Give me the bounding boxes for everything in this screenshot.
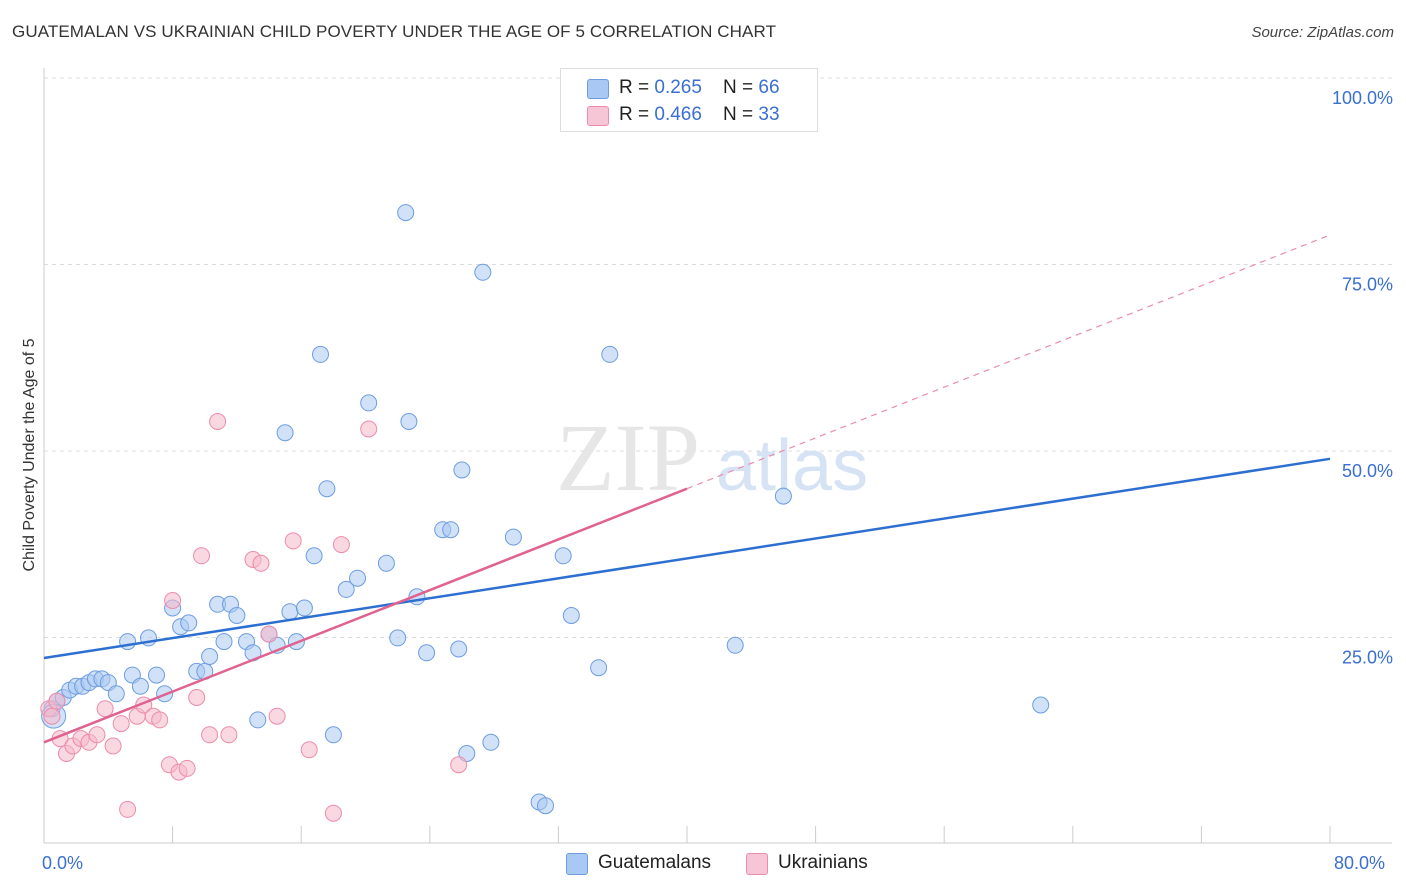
guatemalans-point (228, 607, 246, 624)
ukrainians-trend-line (43, 487, 688, 744)
guatemalans-point (249, 711, 267, 729)
guatemalans-point (349, 569, 366, 587)
y-tick-labels: 25.0% 50.0% 75.0% 100.0% (1332, 88, 1393, 668)
guatemalans-point (318, 480, 336, 498)
ukrainians-point (43, 707, 61, 725)
legend-n-value: 33 (758, 104, 780, 125)
ukrainians-point (112, 715, 130, 733)
ukrainians-trend-extension (686, 234, 1331, 490)
series-legend: Guatemalans Ukrainians (0, 852, 1406, 878)
ukrainians-point (188, 689, 206, 706)
guatemalans-point (201, 648, 219, 665)
ukrainians-point (178, 759, 196, 777)
ukrainians-point (252, 554, 270, 572)
guatemalans-point (324, 726, 342, 744)
guatemalans-point (281, 603, 299, 621)
guatemalans-point (148, 666, 165, 684)
legend-n-label: N = (723, 77, 759, 98)
guatemalans-trend-line (43, 457, 1331, 660)
guatemalans-point (450, 640, 468, 658)
source-label: Source: ZipAtlas.com (1251, 24, 1394, 41)
ukrainians-point (332, 536, 350, 554)
ukrainians-point (151, 711, 169, 729)
watermark-atlas: atlas (716, 426, 868, 506)
guatemalans-point (180, 614, 198, 632)
legend-swatch-blue (566, 853, 588, 875)
guatemalans-point (215, 633, 233, 651)
y-tick-label: 100.0% (1332, 88, 1393, 108)
legend-label-guatemalans: Guatemalans (598, 852, 712, 873)
legend-r-value: 0.265 (654, 77, 702, 98)
trend-lines (43, 234, 1331, 744)
correlation-legend: R = 0.265 N = 66 R = 0.466 N = 33 (560, 68, 818, 132)
guatemalans-point (482, 733, 500, 751)
guatemalans-point (295, 599, 313, 617)
ukrainians-point (209, 413, 227, 430)
guatemalans-point (119, 633, 137, 651)
legend-n-label: N = (723, 104, 759, 125)
guatemalans-point (400, 413, 418, 430)
legend-label-ukrainians: Ukrainians (778, 852, 868, 873)
ukrainians-point (268, 707, 286, 725)
guatemalans-point (305, 547, 323, 565)
legend-r-label: R = (619, 77, 655, 98)
guatemalans-points (41, 204, 1050, 815)
legend-r-value: 0.466 (654, 104, 702, 125)
guatemalans-point (774, 487, 792, 505)
guatemalans-point (276, 424, 294, 442)
guatemalans-point (504, 528, 522, 546)
guatemalans-point (442, 521, 460, 539)
guatemalans-point (418, 644, 436, 662)
x-tick-max: 80.0% (1334, 853, 1386, 873)
y-tick-label: 25.0% (1342, 648, 1393, 668)
watermark-zip: ZIP (556, 404, 700, 511)
guatemalans-point (601, 345, 619, 363)
guatemalans-point (377, 554, 395, 572)
ukrainians-point (220, 726, 238, 744)
chart-title: GUATEMALAN VS UKRAINIAN CHILD POVERTY UN… (12, 22, 777, 41)
legend-r-label: R = (619, 104, 655, 125)
guatemalans-point (474, 263, 492, 281)
ukrainians-point (201, 726, 219, 744)
y-tick-label: 50.0% (1342, 461, 1393, 481)
guatemalans-point (453, 461, 471, 479)
watermark: ZIP atlas (556, 404, 868, 511)
ukrainians-point (193, 547, 210, 565)
ukrainians-point (104, 737, 122, 755)
legend-swatch-blue (587, 79, 609, 99)
ukrainians-point (260, 625, 278, 643)
legend-swatch-pink (587, 106, 609, 126)
ukrainians-point (284, 532, 302, 550)
guatemalans-point (537, 797, 554, 815)
guatemalans-point (312, 345, 329, 363)
y-tick-label: 75.0% (1342, 275, 1393, 295)
ukrainians-point (88, 726, 106, 744)
guatemalans-point (397, 204, 415, 222)
guatemalans-point (562, 607, 580, 624)
ukrainians-point (119, 800, 137, 818)
guatemalans-point (337, 580, 355, 598)
ukrainians-point (360, 420, 378, 438)
ukrainians-point (164, 592, 182, 609)
ukrainians-point (324, 804, 342, 822)
guatemalans-point (389, 629, 407, 647)
guatemalans-point (726, 636, 744, 654)
legend-swatch-pink (746, 853, 768, 875)
guatemalans-point (131, 677, 149, 695)
ukrainians-point (450, 756, 468, 774)
x-tick-min: 0.0% (42, 853, 84, 873)
ukrainians-point (48, 692, 66, 710)
guatemalans-point (1032, 696, 1050, 714)
guatemalans-point (107, 685, 125, 703)
ukrainians-point (96, 700, 114, 718)
guatemalans-point (360, 394, 378, 412)
legend-n-value: 66 (758, 77, 780, 98)
guatemalans-point (590, 659, 608, 677)
guatemalans-point (554, 547, 572, 565)
ukrainians-point (300, 741, 318, 759)
ukrainians-points (40, 413, 468, 822)
